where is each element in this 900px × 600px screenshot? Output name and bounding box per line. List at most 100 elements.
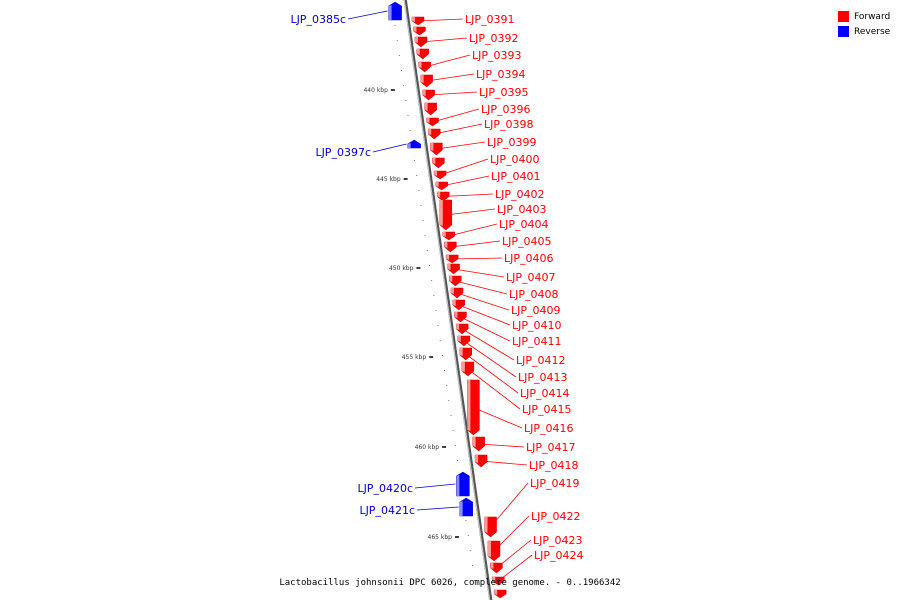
forward-gene-label[interactable]: LJP_0416: [524, 422, 574, 435]
left-dot: [401, 70, 403, 71]
reverse-gene-label[interactable]: LJP_0420c: [357, 482, 413, 495]
forward-gene-shade: [490, 563, 494, 569]
forward-gene-label[interactable]: LJP_0394: [476, 68, 526, 81]
forward-gene[interactable]: [432, 157, 445, 169]
forward-gene-label[interactable]: LJP_0422: [531, 510, 581, 523]
forward-leader-line: [493, 515, 530, 552]
forward-gene-label[interactable]: LJP_0408: [509, 288, 559, 301]
legend-forward-swatch: [838, 11, 849, 22]
forward-gene-shade: [422, 90, 426, 96]
left-dot: [403, 85, 405, 86]
left-dot: [454, 445, 456, 446]
forward-gene-shade: [459, 348, 463, 356]
forward-leader-line: [456, 292, 510, 311]
forward-gene-label[interactable]: LJP_0405: [502, 235, 552, 248]
forward-gene-shade: [430, 143, 434, 151]
reverse-gene-label[interactable]: LJP_0397c: [315, 146, 371, 159]
forward-gene-label[interactable]: LJP_0411: [512, 335, 562, 348]
forward-gene[interactable]: [493, 589, 507, 599]
forward-gene-label[interactable]: LJP_0406: [504, 252, 554, 265]
forward-gene-shade: [444, 242, 448, 248]
forward-gene-shade: [442, 232, 446, 237]
forward-gene-label[interactable]: LJP_0401: [491, 170, 541, 183]
forward-gene-shade: [434, 171, 438, 176]
forward-gene-shade: [472, 437, 476, 447]
forward-leader-line: [432, 108, 480, 123]
left-dot: [437, 325, 439, 326]
forward-gene-shade: [428, 129, 432, 135]
tick-label: 460 kbp: [415, 444, 440, 451]
left-dot: [416, 175, 418, 176]
left-dot: [446, 385, 448, 386]
forward-gene-label[interactable]: LJP_0404: [499, 218, 549, 231]
forward-gene-label[interactable]: LJP_0396: [481, 103, 531, 116]
kbp-ticks: 440 kbp 445 kbp 450 kbp 455 kbp 460 kbp 465 k…: [363, 87, 459, 541]
forward-gene-label[interactable]: LJP_0407: [506, 271, 556, 284]
forward-leader-line: [498, 554, 533, 582]
forward-gene-label[interactable]: LJP_0424: [534, 549, 584, 562]
forward-gene-shade: [418, 62, 422, 68]
left-dot: [456, 460, 458, 461]
forward-leader-line: [439, 158, 489, 176]
forward-gene-label[interactable]: LJP_0400: [490, 153, 540, 166]
forward-gene-shade: [467, 380, 471, 431]
reverse-gene-label[interactable]: LJP_0421c: [359, 504, 415, 517]
forward-gene-label[interactable]: LJP_0402: [495, 188, 545, 201]
forward-leader-line: [448, 223, 498, 237]
reverse-gene-label[interactable]: LJP_0385c: [290, 13, 346, 26]
reverse-gene[interactable]: [388, 1, 402, 21]
reverse-gene[interactable]: [459, 497, 473, 517]
forward-gene-shade: [492, 577, 496, 582]
tick-label: 455 kbp: [402, 354, 427, 361]
forward-gene-label[interactable]: LJP_0414: [520, 387, 570, 400]
reverse-gene[interactable]: [407, 139, 421, 149]
forward-gene-label[interactable]: LJP_0399: [487, 136, 537, 149]
forward-gene[interactable]: [413, 26, 426, 36]
forward-leader-line: [443, 193, 494, 197]
forward-gene-shade: [449, 276, 453, 282]
reverse-leader-line: [347, 10, 388, 20]
left-dot: [413, 160, 415, 161]
forward-leader-line: [463, 340, 517, 378]
forward-leader-line: [473, 407, 523, 429]
forward-leader-line: [460, 316, 511, 342]
forward-gene-label[interactable]: LJP_0409: [511, 304, 561, 317]
forward-leader-line: [434, 123, 483, 135]
forward-gene-label[interactable]: LJP_0391: [465, 13, 515, 26]
forward-gene-label[interactable]: LJP_0423: [533, 534, 583, 547]
tick-label: 465 kbp: [428, 534, 453, 541]
forward-gene-label[interactable]: LJP_0415: [522, 403, 572, 416]
forward-leader-line: [424, 54, 471, 68]
forward-gene[interactable]: [416, 48, 429, 60]
forward-gene-label[interactable]: LJP_0413: [518, 371, 568, 384]
forward-leader-line: [478, 443, 525, 448]
forward-leader-line: [445, 208, 496, 216]
left-dot: [435, 310, 437, 311]
left-dot: [471, 565, 473, 566]
forward-gene[interactable]: [424, 102, 437, 116]
forward-gene-shade: [457, 336, 461, 342]
forward-gene-label[interactable]: LJP_0412: [516, 354, 566, 367]
forward-gene-label[interactable]: LJP_0419: [530, 477, 580, 490]
reverse-leader-line: [372, 143, 407, 153]
reverse-gene[interactable]: [456, 471, 470, 497]
legend-reverse: Reverse: [838, 24, 890, 39]
forward-leader-line: [453, 268, 505, 278]
left-dot: [433, 295, 435, 296]
reverse-gene-shade: [388, 5, 392, 20]
genome-backbone: [403, 0, 493, 600]
forward-gene-label[interactable]: LJP_0410: [512, 319, 562, 332]
forward-gene[interactable]: [484, 516, 497, 538]
forward-gene-label[interactable]: LJP_0417: [526, 441, 576, 454]
tick-label: 450 kbp: [389, 265, 414, 272]
forward-leader-line: [465, 353, 519, 394]
forward-gene-label[interactable]: LJP_0398: [484, 118, 534, 131]
forward-gene-label[interactable]: LJP_0403: [497, 203, 547, 216]
forward-gene-label[interactable]: LJP_0392: [469, 32, 519, 45]
forward-gene-label[interactable]: LJP_0395: [479, 86, 529, 99]
forward-gene-label[interactable]: LJP_0393: [472, 49, 522, 62]
tick-label: 445 kbp: [376, 176, 401, 183]
forward-gene[interactable]: [461, 361, 475, 377]
forward-gene-label[interactable]: LJP_0418: [529, 459, 579, 472]
